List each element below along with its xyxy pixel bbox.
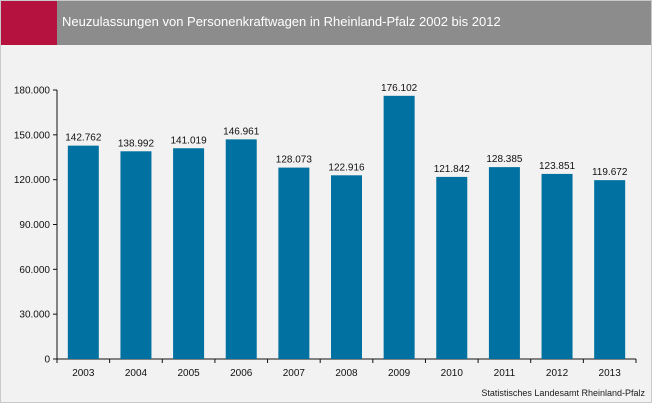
chart-header: Neuzulassungen von Personenkraftwagen in… (1, 1, 651, 45)
x-tick-label: 2011 (494, 368, 516, 379)
chart-title: Neuzulassungen von Personenkraftwagen in… (62, 14, 501, 29)
x-tick-label: 2005 (177, 368, 200, 379)
data-label: 128.385 (486, 154, 523, 165)
y-tick-label: 90.000 (19, 220, 50, 231)
y-tick-label: 150.000 (14, 130, 51, 141)
data-label: 176.102 (381, 83, 418, 94)
y-tick-label: 120.000 (14, 175, 51, 186)
bar (331, 175, 362, 359)
bar (173, 148, 205, 359)
bars (67, 95, 626, 359)
bar (120, 151, 152, 359)
x-tick-label: 2006 (230, 368, 253, 379)
bar (541, 173, 573, 359)
y-tick-label: 30.000 (19, 310, 50, 321)
x-tick-label: 2008 (335, 368, 358, 379)
data-label: 146.961 (223, 126, 260, 137)
y-axis: 0 30.000 60.000 90.000 120.000 150.000 180.000 (14, 86, 58, 366)
bar (594, 180, 626, 359)
data-label: 128.073 (276, 155, 313, 166)
header-accent (1, 1, 57, 45)
y-tick-label: 60.000 (19, 265, 50, 276)
bar (278, 167, 310, 359)
data-labels: 142.762 138.992 141.019 146.961 128.073 122.9… (65, 83, 628, 178)
x-tick-label: 2004 (125, 368, 148, 379)
x-tick-label: 2009 (388, 368, 411, 379)
y-tick-label: 180.000 (14, 86, 51, 97)
bar (67, 145, 99, 359)
x-tick-label: 2012 (546, 368, 569, 379)
data-label: 119.672 (592, 167, 628, 178)
bar (436, 176, 468, 359)
data-label: 141.019 (171, 135, 208, 146)
bar (488, 167, 520, 359)
bar (383, 95, 415, 359)
x-tick-label: 2013 (599, 368, 622, 379)
source-note: Statistisches Landesamt Rheinland-Pfalz (481, 388, 645, 398)
data-label: 122.916 (328, 162, 365, 173)
data-label: 121.842 (434, 164, 471, 175)
x-tick-label: 2003 (72, 368, 95, 379)
data-label: 138.992 (118, 138, 155, 149)
bar (225, 139, 257, 359)
y-tick-label: 0 (44, 355, 50, 366)
data-label: 142.762 (65, 133, 102, 144)
x-tick-label: 2010 (441, 368, 464, 379)
x-axis: 2003 2004 2005 2006 2007 2008 2009 2010 2011 2012… (56, 358, 637, 379)
data-label: 123.851 (539, 161, 576, 172)
x-tick-label: 2007 (283, 368, 306, 379)
